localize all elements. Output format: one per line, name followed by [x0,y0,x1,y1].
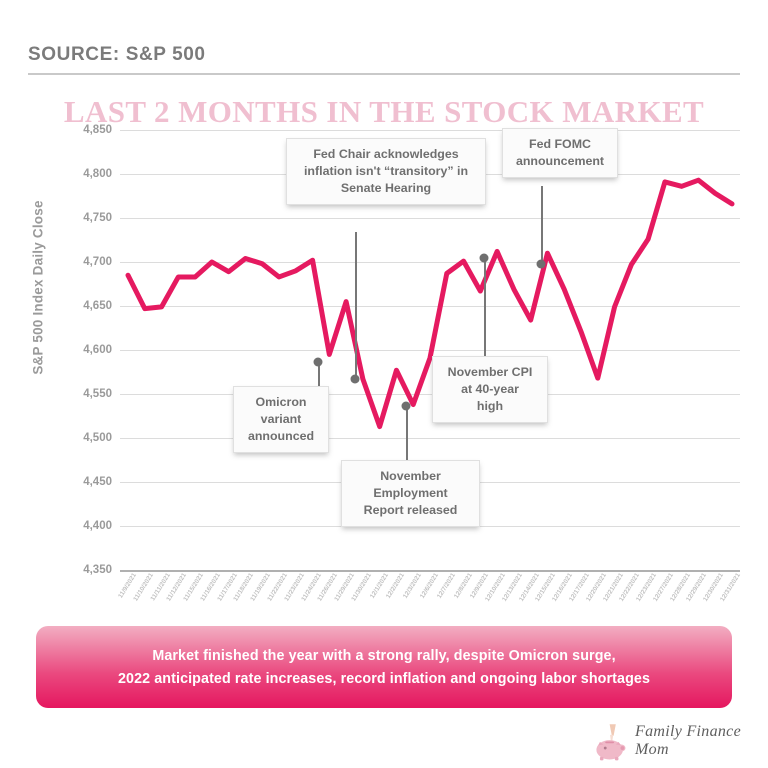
source-header: SOURCE: S&P 500 [28,44,740,75]
brand-name: Family Finance Mom [635,723,741,758]
marker-november-employment [401,401,411,411]
y-tick-label: 4,600 [83,344,112,356]
banner-line-2: 2022 anticipated rate increases, record … [117,670,651,687]
y-tick-label: 4,800 [83,168,112,180]
leader-line-november-cpi [484,258,486,358]
sp500-polyline [125,177,735,430]
marker-fed-fomc [536,259,546,269]
leader-line-november-employment [406,406,408,462]
banner-line-1: Market finished the year with a strong r… [152,647,616,664]
annotation-fed-chair: Fed Chair acknowledges inflation isn't “t… [286,138,486,206]
y-tick-label: 4,750 [83,212,112,224]
brand-logo: Family Finance Mom [592,716,762,766]
y-tick-label: 4,850 [83,124,112,136]
marker-fed-chair [350,374,360,384]
y-axis-title: S&P 500 Index Daily Close [30,200,46,375]
annotation-line: high [476,399,504,414]
summary-banner: Market finished the year with a strong r… [36,626,732,708]
piggy-bank-icon [596,724,626,761]
marker-november-cpi [479,253,489,263]
y-tick-label: 4,700 [83,256,112,268]
annotation-line: announcement [515,154,605,169]
marker-omicron [313,357,323,367]
y-tick-label: 4,450 [83,476,112,488]
x-axis-tick-labels: 11/9/2021 11/10/2021 11/11/2021 11/12/2021 1… [117,572,742,620]
gridline [120,262,740,263]
annotation-november-employment: November Employment Report released [341,460,480,528]
annotation-line: variant [260,412,302,427]
leader-line-omicron [318,362,320,388]
annotation-line: at 40-year [461,382,519,397]
annotation-fed-fomc: Fed FOMC announcement [502,128,618,179]
gridline [120,306,740,307]
leader-line-fed-chair [355,232,357,378]
annotation-line: Fed Chair acknowledges [313,147,459,161]
y-tick-label: 4,650 [83,300,112,312]
annotation-line: November [380,469,441,483]
y-tick-label: 4,400 [83,520,112,532]
y-tick-label: 4,500 [83,432,112,444]
annotation-line: announced [247,429,315,444]
annotation-line: November CPI [447,365,533,379]
gridline [120,218,740,219]
annotation-line: Omicron [255,395,307,409]
y-tick-label: 4,550 [83,388,112,400]
gridline [120,130,740,131]
annotation-line: Fed FOMC [529,137,591,151]
annotation-omicron: Omicron variant announced [233,386,329,454]
y-tick-label: 4,350 [83,564,112,576]
annotation-line: Report released [363,503,458,518]
y-axis-tick-labels: 4,850 4,800 4,750 4,700 4,650 4,600 4,550 4,500… [60,124,112,576]
source-label: SOURCE: S&P 500 [28,44,206,65]
x-axis-line [120,570,740,572]
sp500-line-series [125,177,735,430]
annotation-line: Senate Hearing [340,181,432,196]
chart-title: LAST 2 MONTHS IN THE STOCK MARKET [63,94,705,129]
annotation-november-cpi: November CPI at 40-year high [432,356,548,424]
annotation-line: inflation isn't “transitory” in [303,164,469,179]
gridline [120,394,740,395]
leader-line-fed-fomc [541,186,543,264]
annotation-line: Employment [373,486,448,501]
gridline [120,438,740,439]
